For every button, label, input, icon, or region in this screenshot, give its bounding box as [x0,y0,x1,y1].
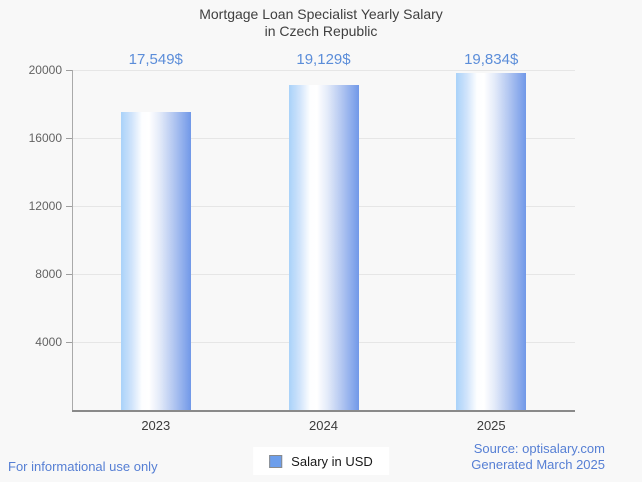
bar-value-label: 19,129$ [296,51,351,68]
legend-swatch-icon [269,454,283,468]
y-axis-tick-label: 20000 [28,63,62,77]
y-axis-tick-label: 4000 [35,335,62,349]
bar-value-label: 19,834$ [464,51,519,68]
y-axis-tick [66,274,72,275]
bar-value-label: 17,549$ [128,51,183,68]
y-axis-tick [66,342,72,343]
y-axis-tick [66,206,72,207]
legend[interactable]: Salary in USD [253,447,389,475]
chart-title-line1: Mortgage Loan Specialist Yearly Salary [199,6,443,22]
x-axis-category-label: 2024 [309,418,338,433]
y-axis-tick-label: 8000 [35,267,62,281]
chart-title-line2: in Czech Republic [264,23,378,39]
source-block: Source: optisalary.com Generated March 2… [471,441,605,473]
x-axis-line [72,410,575,412]
bar-2024 [288,84,359,410]
legend-label: Salary in USD [291,453,373,469]
y-axis-tick [66,70,72,71]
x-axis-category-label: 2023 [141,418,171,433]
bar-2023 [120,111,191,410]
x-axis-category-label: 2025 [476,418,506,433]
chart-title: Mortgage Loan Specialist Yearly Salary i… [0,6,642,40]
disclaimer-text: For informational use only [8,459,158,474]
y-axis-line [72,70,73,410]
source-link[interactable]: Source: optisalary.com [473,441,605,456]
generated-date: Generated March 2025 [471,457,605,472]
y-axis-tick [66,138,72,139]
gridline [72,70,575,71]
y-axis-tick-label: 16000 [28,131,62,145]
bar-2025 [456,72,527,410]
y-axis-tick-label: 12000 [28,199,62,213]
